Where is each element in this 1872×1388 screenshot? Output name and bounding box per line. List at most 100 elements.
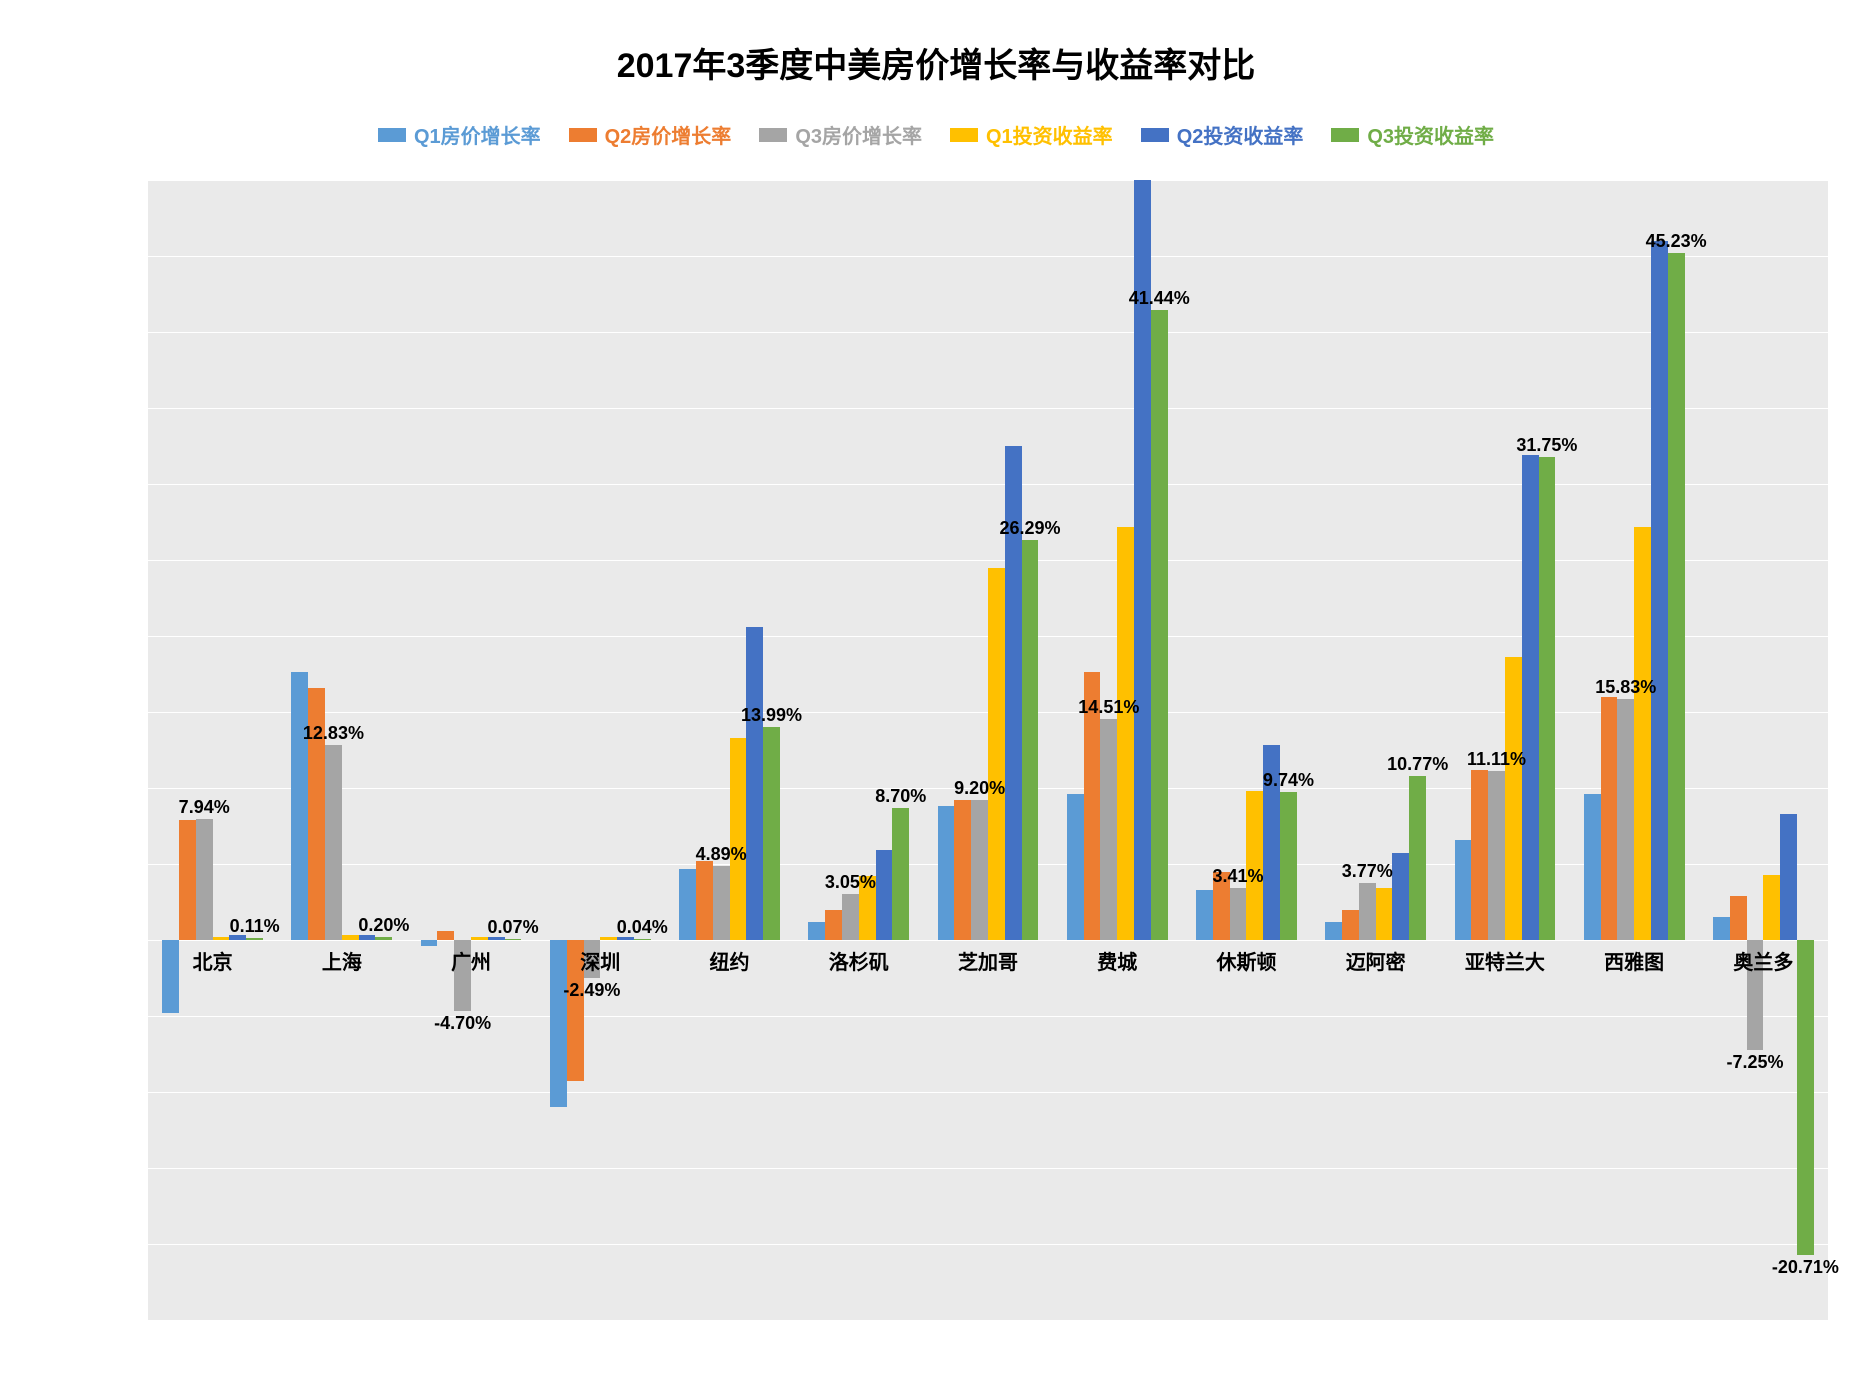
bar <box>1747 940 1764 1050</box>
bar <box>808 922 825 940</box>
bar <box>1117 527 1134 940</box>
bar <box>1522 455 1539 940</box>
legend-item: Q3投资收益率 <box>1331 120 1494 149</box>
bar <box>1797 940 1814 1255</box>
gridline <box>148 1168 1828 1169</box>
gridline <box>148 332 1828 333</box>
bar <box>763 727 780 940</box>
bar <box>617 937 634 940</box>
bar <box>1730 896 1747 940</box>
gridline <box>148 256 1828 257</box>
bar <box>1505 657 1522 940</box>
bar <box>584 940 601 978</box>
bar <box>308 688 325 940</box>
bar <box>1539 457 1556 940</box>
bar <box>842 894 859 940</box>
bar <box>454 940 471 1011</box>
bar <box>730 738 747 940</box>
legend-item: Q3房价增长率 <box>759 120 922 149</box>
bar <box>1280 792 1297 940</box>
bar <box>892 808 909 940</box>
bar <box>291 672 308 940</box>
bar <box>567 940 584 1081</box>
chart-container: 2017年3季度中美房价增长率与收益率对比 Q1房价增长率Q2房价增长率Q3房价… <box>0 0 1872 1388</box>
gridline <box>148 1092 1828 1093</box>
bar <box>1263 745 1280 940</box>
legend-label: Q3投资收益率 <box>1367 120 1494 149</box>
bar <box>713 866 730 940</box>
bar <box>1213 872 1230 940</box>
bar <box>1488 771 1505 940</box>
bar <box>1359 883 1376 940</box>
bar <box>859 876 876 940</box>
bar <box>359 935 376 940</box>
bar <box>213 937 230 940</box>
legend-label: Q2房价增长率 <box>605 120 732 149</box>
bar <box>634 939 651 940</box>
gridline <box>148 1016 1828 1017</box>
gridline <box>148 180 1828 181</box>
bar <box>505 939 522 940</box>
bar <box>488 937 505 940</box>
bar <box>876 850 893 940</box>
bar <box>600 937 617 940</box>
bar <box>162 940 179 1013</box>
bar <box>1617 699 1634 940</box>
bar <box>954 800 971 940</box>
legend-swatch <box>378 128 406 142</box>
bar <box>1005 446 1022 940</box>
bar <box>1022 540 1039 940</box>
legend-label: Q1投资收益率 <box>986 120 1113 149</box>
bar <box>1668 253 1685 940</box>
bar <box>1713 917 1730 940</box>
bar <box>1634 527 1651 940</box>
bar <box>1067 794 1084 940</box>
gridline <box>148 484 1828 485</box>
plot-area: -25%-20%-15%-10%-5%0%5%10%15%20%25%30%35… <box>148 180 1828 1320</box>
gridline <box>148 1244 1828 1245</box>
gridline <box>148 940 1828 941</box>
legend-swatch <box>1141 128 1169 142</box>
bar <box>421 940 438 946</box>
bar <box>1584 794 1601 940</box>
bar <box>938 806 955 940</box>
bar <box>1196 890 1213 940</box>
bar <box>988 568 1005 940</box>
legend-swatch <box>569 128 597 142</box>
bar <box>1151 310 1168 940</box>
bar <box>246 938 263 940</box>
legend-item: Q2投资收益率 <box>1141 120 1304 149</box>
bar <box>1342 910 1359 940</box>
bar <box>825 910 842 940</box>
legend-swatch <box>759 128 787 142</box>
bar <box>746 627 763 940</box>
bar <box>179 820 196 940</box>
bar <box>971 800 988 940</box>
bar <box>550 940 567 1107</box>
legend-swatch <box>950 128 978 142</box>
legend-label: Q3房价增长率 <box>795 120 922 149</box>
legend: Q1房价增长率 Q2房价增长率 Q3房价增长率 Q1投资收益率 Q2投资收益率 Q3投资收… <box>0 120 1872 149</box>
bar <box>1134 180 1151 940</box>
gridline <box>148 560 1828 561</box>
legend-swatch <box>1331 128 1359 142</box>
bar <box>437 931 454 940</box>
bar <box>1084 672 1101 940</box>
bar <box>1471 770 1488 940</box>
legend-item: Q2房价增长率 <box>569 120 732 149</box>
bar <box>229 935 246 940</box>
bar <box>1455 840 1472 940</box>
bar <box>1230 888 1247 940</box>
gridline <box>148 408 1828 409</box>
legend-item: Q1房价增长率 <box>378 120 541 149</box>
bar <box>1100 719 1117 940</box>
bar <box>375 937 392 940</box>
bar <box>1392 853 1409 940</box>
bar <box>1651 241 1668 940</box>
bar <box>1376 888 1393 940</box>
bar <box>1246 791 1263 940</box>
bar <box>196 819 213 940</box>
bar <box>696 861 713 940</box>
legend-label: Q1房价增长率 <box>414 120 541 149</box>
bar <box>1325 922 1342 940</box>
